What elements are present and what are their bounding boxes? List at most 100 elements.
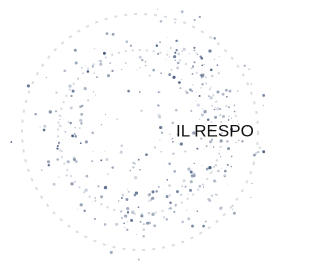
speckle [127, 189, 128, 190]
speckle [67, 160, 70, 163]
speckle [141, 59, 143, 61]
speckle [199, 95, 201, 97]
speckle [121, 69, 122, 70]
speckle [139, 91, 141, 93]
speckle [244, 65, 246, 67]
speckle [63, 69, 66, 72]
speckle [228, 106, 230, 108]
speckle [34, 113, 36, 115]
speckle [49, 110, 52, 113]
speckle [142, 235, 145, 238]
speckle [73, 158, 76, 161]
speckle [262, 150, 265, 153]
speckle [132, 166, 134, 168]
speckle [56, 158, 59, 161]
speckle [220, 156, 221, 157]
speckle [57, 145, 59, 147]
speckle [79, 119, 82, 122]
speckle [201, 83, 203, 85]
speckle [175, 109, 178, 112]
speckle [203, 64, 204, 65]
speckle [172, 76, 175, 79]
speckle [182, 51, 183, 52]
speckle [158, 186, 160, 188]
speckle [170, 47, 172, 49]
speckle [189, 189, 192, 192]
speckle [263, 105, 264, 106]
speckle [110, 251, 113, 254]
speckle [227, 184, 228, 185]
speckle [197, 210, 199, 212]
speckle [105, 114, 106, 115]
speckle [174, 52, 176, 54]
speckle [145, 61, 147, 63]
speckle [169, 134, 171, 136]
speckle [157, 114, 160, 117]
speckle [145, 153, 148, 156]
speckle [214, 59, 215, 60]
speckle [187, 217, 190, 220]
speckle [27, 84, 30, 87]
speckle [229, 90, 232, 93]
speckle [125, 198, 128, 201]
speckle [196, 92, 197, 93]
scan: IL RESPO [0, 0, 267, 265]
speckle [191, 90, 192, 91]
speckle [84, 188, 87, 191]
speckle [233, 212, 236, 215]
speckle [91, 160, 93, 162]
speckle [215, 194, 217, 196]
speckle [228, 116, 229, 117]
speckle [139, 169, 140, 170]
speckle [93, 72, 95, 74]
speckle [55, 110, 57, 112]
speckle [197, 104, 200, 107]
speckle [169, 56, 170, 57]
speckle [222, 115, 225, 118]
speckle [176, 40, 178, 42]
speckle [94, 197, 96, 199]
speckle [166, 218, 168, 220]
speckle [126, 229, 128, 231]
speckle [163, 216, 165, 218]
speckle [127, 221, 128, 222]
speckle [235, 115, 237, 117]
speckle [205, 221, 207, 223]
speckle [192, 65, 194, 67]
speckle [176, 67, 179, 70]
page: IL RESPO (() => { const data = JSON.pars… [0, 0, 267, 265]
speckle [180, 142, 183, 145]
speckle [96, 76, 98, 78]
speckle [124, 227, 125, 228]
speckle [135, 191, 138, 194]
speckle [198, 185, 201, 188]
speckle [157, 53, 159, 55]
speckle [68, 84, 71, 87]
speckle [257, 151, 259, 153]
speckle [253, 164, 254, 165]
speckle [148, 193, 151, 196]
speckle [58, 142, 60, 144]
speckle [121, 194, 124, 197]
speckle [136, 69, 137, 70]
speckle [120, 151, 123, 154]
speckle [140, 110, 142, 112]
speckle [231, 166, 232, 167]
speckle [65, 174, 67, 176]
speckle [217, 91, 220, 94]
speckle [107, 173, 109, 175]
speckle [199, 16, 201, 18]
speckle [61, 150, 62, 151]
speckle [126, 207, 129, 210]
speckle [217, 181, 218, 182]
speckle [93, 91, 94, 92]
speckle [74, 133, 76, 135]
speckle [208, 166, 211, 169]
speckle [227, 164, 229, 166]
speckle [159, 41, 161, 43]
speckle [262, 94, 265, 97]
speckle [125, 62, 126, 63]
speckle [176, 49, 178, 51]
speckle [127, 211, 129, 213]
speckle [130, 45, 132, 47]
